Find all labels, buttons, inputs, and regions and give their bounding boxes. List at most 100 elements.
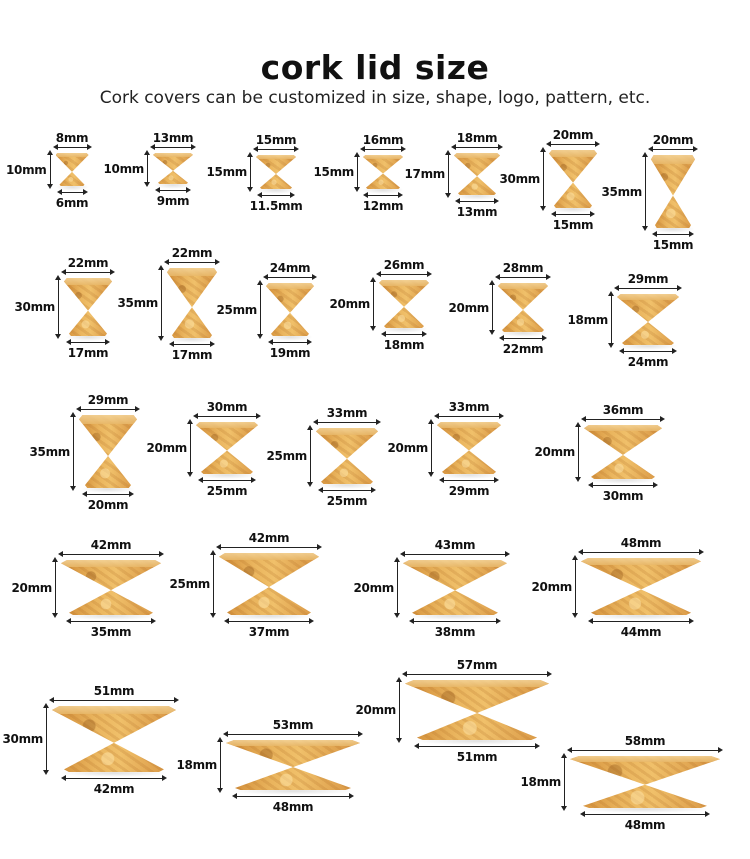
bottom-diameter-arrow: [232, 793, 354, 799]
bottom-diameter-arrow: [414, 743, 540, 749]
bottom-diameter-label: 48mm: [272, 800, 314, 814]
bottom-diameter-arrow: [82, 491, 134, 497]
top-diameter-arrow: [223, 731, 363, 737]
cork-shadow: [65, 333, 111, 341]
height-label: 35mm: [601, 184, 642, 199]
cork-image: [196, 422, 258, 474]
cork-top-face: [196, 422, 258, 429]
bottom-diameter-label: 20mm: [87, 498, 129, 512]
top-diameter-label: 36mm: [602, 403, 644, 417]
height-label: 25mm: [266, 449, 307, 463]
cork-shadow: [618, 342, 678, 350]
bottom-diameter-label: 44mm: [620, 625, 662, 639]
top-diameter-label: 33mm: [448, 400, 490, 414]
cork-image: [584, 425, 662, 479]
top-diameter-label: 57mm: [456, 658, 498, 672]
cork-top-face: [617, 294, 679, 301]
cork-shadow: [197, 471, 257, 479]
cork-image: [55, 153, 89, 186]
bottom-diameter-label: 18mm: [383, 338, 425, 352]
cork-top-face: [403, 560, 507, 567]
cork-top-face: [79, 415, 137, 424]
height-arrow: [561, 753, 567, 811]
cork-image: [379, 280, 429, 328]
height-arrow: [396, 677, 402, 743]
cork-top-face: [498, 283, 548, 289]
height-label: 20mm: [531, 579, 572, 594]
bottom-diameter-label: 38mm: [434, 625, 476, 639]
height-arrow: [370, 277, 376, 331]
height-arrow: [394, 557, 400, 618]
height-arrow: [257, 280, 263, 339]
cork-image: [651, 155, 695, 228]
cork-image: [549, 150, 597, 208]
height-arrow: [489, 280, 495, 335]
bottom-diameter-label: 51mm: [456, 750, 498, 764]
top-diameter-label: 18mm: [456, 131, 498, 145]
top-diameter-arrow: [52, 144, 92, 150]
height-label: 20mm: [355, 703, 396, 717]
height-label: 18mm: [520, 775, 561, 789]
bottom-diameter-label: 12mm: [362, 199, 404, 213]
bottom-diameter-label: 35mm: [90, 625, 132, 639]
height-arrow: [43, 703, 49, 775]
cork-image: [79, 415, 137, 488]
top-diameter-arrow: [581, 416, 665, 422]
top-diameter-arrow: [376, 271, 432, 277]
cork-image: [437, 422, 501, 474]
bottom-diameter-arrow: [652, 231, 694, 237]
page-subtitle: Cork covers can be customized in size, s…: [99, 88, 651, 108]
top-diameter-arrow: [164, 259, 220, 265]
cork-top-face: [266, 283, 314, 290]
height-label: 30mm: [499, 172, 540, 186]
bottom-diameter-arrow: [409, 618, 501, 624]
top-diameter-arrow: [49, 697, 179, 703]
cork-shadow: [154, 181, 192, 189]
top-diameter-arrow: [400, 551, 510, 557]
top-diameter-arrow: [567, 747, 723, 753]
cork-top-face: [153, 153, 193, 157]
cork-image: [581, 558, 701, 615]
bottom-diameter-arrow: [588, 482, 658, 488]
height-arrow: [46, 150, 53, 189]
top-diameter-label: 8mm: [55, 131, 89, 145]
top-diameter-label: 51mm: [93, 684, 135, 698]
bottom-diameter-label: 11.5mm: [249, 199, 303, 213]
top-diameter-label: 20mm: [552, 128, 594, 142]
height-label: 35mm: [29, 444, 70, 459]
cork-image: [52, 706, 176, 772]
cork-top-face: [55, 153, 89, 157]
bottom-diameter-label: 13mm: [456, 205, 498, 219]
bottom-diameter-arrow: [56, 189, 88, 195]
cork-top-face: [219, 553, 319, 561]
bottom-diameter-arrow: [455, 198, 499, 204]
height-arrow: [187, 419, 193, 477]
height-arrow: [445, 150, 451, 198]
bottom-diameter-label: 29mm: [448, 484, 490, 498]
height-label: 20mm: [353, 580, 394, 595]
bottom-diameter-label: 9mm: [156, 194, 190, 208]
cork-shadow: [267, 333, 313, 341]
cork-shadow: [60, 769, 168, 777]
height-label: 15mm: [313, 165, 354, 179]
cork-image: [454, 153, 500, 195]
cork-top-face: [379, 280, 429, 286]
cork-shadow: [413, 737, 541, 745]
top-diameter-label: 22mm: [67, 256, 109, 270]
cork-top-face: [256, 155, 296, 160]
cork-shadow: [438, 471, 500, 479]
top-diameter-arrow: [253, 146, 299, 152]
cork-image: [363, 155, 403, 189]
cork-top-face: [549, 150, 597, 157]
height-label: 10mm: [103, 161, 144, 176]
height-arrow: [307, 425, 313, 487]
cork-top-face: [64, 278, 112, 285]
cork-shadow: [550, 205, 596, 213]
top-diameter-label: 53mm: [272, 718, 314, 732]
cork-shadow: [587, 612, 695, 620]
cork-top-face: [316, 428, 378, 435]
cork-shadow: [362, 186, 404, 194]
cork-top-face: [61, 560, 161, 567]
top-diameter-arrow: [216, 544, 322, 550]
